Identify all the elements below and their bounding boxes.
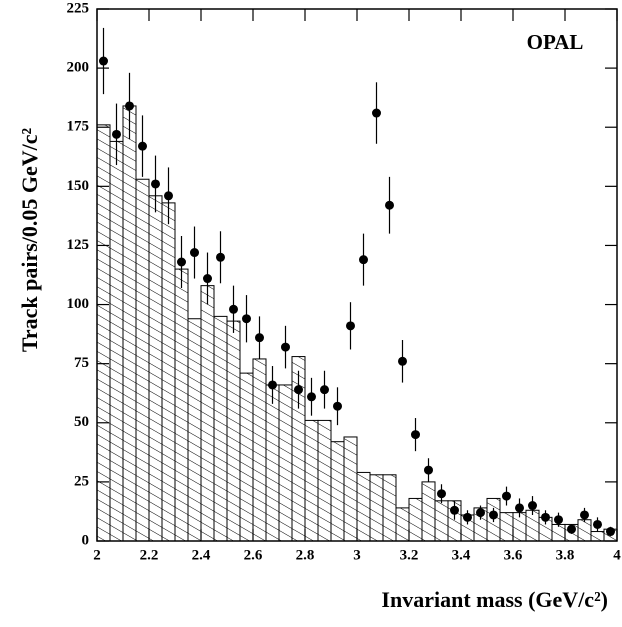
histogram-bar bbox=[317, 419, 332, 542]
y-tick-label: 125 bbox=[67, 237, 90, 253]
data-point bbox=[112, 129, 121, 139]
y-tick-label: 100 bbox=[67, 296, 90, 312]
data-point bbox=[320, 385, 329, 395]
data-point bbox=[463, 512, 472, 522]
x-tick-label: 2.2 bbox=[140, 547, 159, 563]
histogram-bar bbox=[382, 474, 397, 542]
x-axis-label: Invariant mass (GeV/c²) bbox=[381, 587, 608, 612]
data-point bbox=[125, 101, 134, 111]
x-tick-label: 2.8 bbox=[296, 547, 315, 563]
x-tick-label: 3.6 bbox=[504, 547, 523, 563]
data-point bbox=[307, 392, 316, 402]
histogram-bar bbox=[421, 481, 436, 542]
x-tick-label: 3.8 bbox=[556, 547, 575, 563]
histogram-bar bbox=[356, 471, 371, 542]
y-tick-label: 225 bbox=[67, 0, 90, 16]
annotation: OPAL bbox=[527, 30, 584, 54]
histogram-bar bbox=[577, 519, 592, 542]
histogram-bar bbox=[187, 318, 202, 542]
histogram-bar bbox=[499, 512, 514, 542]
data-point bbox=[151, 179, 160, 189]
data-point bbox=[216, 252, 225, 262]
y-tick-label: 0 bbox=[82, 532, 90, 548]
histogram-bar bbox=[551, 523, 566, 542]
histogram-bar bbox=[252, 358, 267, 542]
histogram-bar bbox=[122, 105, 137, 542]
y-axis-label: Track pairs/0.05 GeV/c² bbox=[17, 127, 42, 352]
histogram-bar bbox=[265, 384, 280, 542]
data-point bbox=[164, 191, 173, 201]
data-point bbox=[268, 380, 277, 390]
data-point bbox=[528, 501, 537, 511]
data-point bbox=[190, 248, 199, 258]
data-point bbox=[450, 505, 459, 515]
data-point bbox=[606, 527, 615, 537]
data-point bbox=[489, 510, 498, 520]
data-point bbox=[255, 333, 264, 343]
data-point bbox=[177, 257, 186, 267]
histogram-bar bbox=[200, 285, 215, 542]
data-point bbox=[242, 314, 251, 324]
data-point bbox=[593, 519, 602, 529]
x-tick-label: 3.4 bbox=[452, 547, 471, 563]
histogram-bar bbox=[226, 320, 241, 542]
y-tick-label: 200 bbox=[67, 60, 90, 76]
y-tick-label: 175 bbox=[67, 119, 90, 135]
y-tick-label: 75 bbox=[74, 355, 89, 371]
histogram-bar bbox=[239, 372, 254, 542]
data-point bbox=[411, 430, 420, 440]
x-tick-label: 2.6 bbox=[244, 547, 263, 563]
data-point bbox=[333, 401, 342, 411]
histogram-bar bbox=[278, 384, 293, 542]
histogram-bar bbox=[395, 507, 410, 542]
histogram-bar bbox=[148, 195, 163, 542]
histogram-bar bbox=[304, 419, 319, 542]
data-point bbox=[502, 491, 511, 501]
data-point bbox=[567, 524, 576, 534]
data-point bbox=[346, 321, 355, 331]
data-point bbox=[476, 508, 485, 518]
data-point bbox=[203, 274, 212, 284]
x-tick-label: 4 bbox=[613, 547, 621, 563]
histogram-bar bbox=[369, 474, 384, 542]
y-tick-label: 25 bbox=[74, 473, 89, 489]
x-tick-label: 3 bbox=[353, 547, 361, 563]
histogram-bar bbox=[96, 124, 111, 542]
y-tick-label: 50 bbox=[74, 414, 89, 430]
histogram-bar bbox=[434, 500, 449, 542]
histogram-bar bbox=[174, 268, 189, 542]
data-point bbox=[385, 200, 394, 210]
data-point bbox=[580, 510, 589, 520]
histogram-bar bbox=[343, 436, 358, 542]
data-point bbox=[554, 515, 563, 525]
data-point bbox=[138, 141, 147, 151]
data-point bbox=[437, 489, 446, 499]
data-point bbox=[99, 56, 108, 66]
histogram-bar bbox=[330, 441, 345, 542]
histogram-bar bbox=[135, 178, 150, 542]
y-tick-label: 150 bbox=[67, 178, 90, 194]
histogram-bar bbox=[590, 531, 605, 542]
x-tick-label: 2.4 bbox=[192, 547, 211, 563]
data-point bbox=[515, 503, 524, 513]
histogram-bar bbox=[161, 202, 176, 542]
data-point bbox=[424, 465, 433, 475]
x-tick-label: 3.2 bbox=[400, 547, 419, 563]
data-point bbox=[229, 304, 238, 314]
histogram-bar bbox=[109, 140, 124, 542]
data-point bbox=[294, 385, 303, 395]
data-point bbox=[281, 342, 290, 352]
data-point bbox=[359, 255, 368, 265]
histogram-bar bbox=[408, 497, 423, 542]
data-point bbox=[372, 108, 381, 118]
data-point bbox=[541, 512, 550, 522]
histogram-bar bbox=[213, 315, 228, 542]
x-tick-label: 2 bbox=[93, 547, 101, 563]
data-point bbox=[398, 356, 407, 366]
